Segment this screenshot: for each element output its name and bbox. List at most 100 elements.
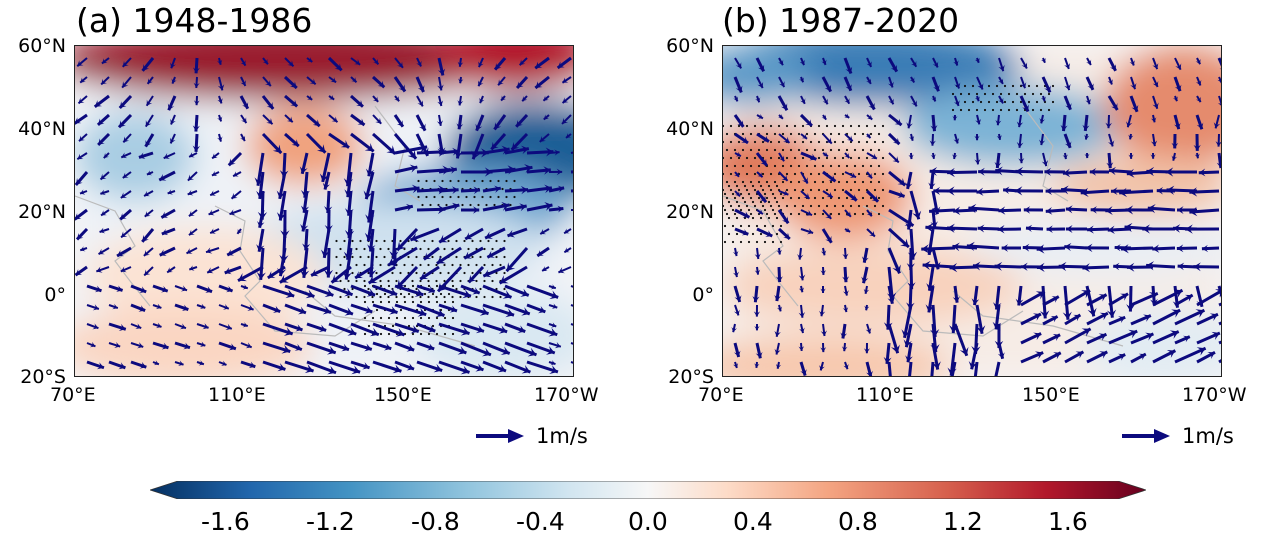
- wind-arrow-head: [925, 246, 935, 255]
- significance-dot: [475, 247, 478, 251]
- wind-arrow-head: [262, 58, 268, 65]
- significance-dot: [725, 148, 729, 152]
- wind-arrow-head: [564, 247, 570, 253]
- wind-arrow-shaft: [482, 284, 513, 299]
- significance-dot: [801, 188, 805, 192]
- significance-dot: [833, 140, 837, 144]
- wind-arrow-head: [392, 364, 402, 374]
- wind-arrow-head: [775, 363, 782, 369]
- wind-arrow-head: [932, 61, 939, 68]
- wind-vectors-b: [731, 57, 1221, 376]
- significance-dot: [483, 295, 486, 299]
- significance-dot: [427, 247, 430, 251]
- wind-arrow-head: [998, 97, 1004, 104]
- significance-dot: [833, 156, 837, 160]
- wind-arrow-head: [800, 98, 806, 104]
- wind-arrow-head: [519, 59, 526, 66]
- wind-arrow-head: [1120, 293, 1129, 301]
- significance-dot: [749, 164, 753, 168]
- wind-arrow-head: [256, 190, 266, 199]
- wind-arrow-head: [375, 117, 382, 124]
- significance-dot: [747, 192, 751, 196]
- wind-arrow-head: [903, 339, 912, 348]
- significance-dot: [497, 179, 500, 183]
- wind-arrow-head: [322, 182, 331, 190]
- significance-dot: [725, 132, 729, 136]
- wind-arrow-head: [407, 149, 417, 159]
- wind-arrow-head: [845, 66, 853, 74]
- wind-arrow-head: [998, 64, 1005, 72]
- wind-arrow-head: [994, 261, 1003, 271]
- significance-dot: [435, 279, 438, 283]
- significance-dot: [383, 292, 387, 296]
- wind-arrow-shaft: [1058, 264, 1088, 269]
- wind-arrow-head: [551, 303, 558, 309]
- wind-arrow-head: [1064, 83, 1071, 91]
- significance-dot: [487, 239, 490, 243]
- wind-arrow-head: [354, 59, 361, 65]
- wind-arrow-head: [996, 135, 1002, 140]
- wind-arrow-head: [324, 224, 333, 232]
- wind-arrow-head: [755, 351, 763, 359]
- significance-dot: [339, 279, 342, 283]
- wind-arrow-head: [953, 100, 960, 106]
- lat-label-b-0: 0°: [692, 284, 714, 306]
- significance-dot: [757, 180, 761, 184]
- wind-arrow-head: [188, 229, 195, 236]
- wind-arrow-head: [427, 343, 435, 351]
- wind-arrow-head: [894, 118, 902, 126]
- significance-dot: [793, 140, 797, 144]
- significance-dot: [351, 271, 354, 275]
- significance-dot: [773, 132, 777, 136]
- wind-arrow-head: [120, 266, 127, 273]
- wind-arrow-head: [994, 161, 1002, 169]
- wind-arrow-head: [388, 257, 398, 266]
- significance-dot: [441, 179, 444, 183]
- significance-dot: [723, 240, 727, 244]
- wind-arrow-head: [187, 174, 195, 181]
- significance-dot: [873, 124, 877, 128]
- significance-dot: [467, 263, 470, 267]
- significance-dot: [725, 180, 729, 184]
- wind-arrow-head: [516, 120, 523, 127]
- wind-arrow-head: [781, 174, 788, 181]
- significance-dot: [821, 148, 825, 152]
- significance-dot: [411, 279, 414, 283]
- wind-arrow-head: [369, 327, 379, 337]
- wind-arrow-head: [334, 63, 342, 71]
- wind-arrow-head: [1216, 162, 1221, 169]
- lat-label-b-40n: 40°N: [666, 118, 714, 140]
- significance-dot: [1051, 100, 1055, 104]
- significance-dot: [785, 124, 789, 128]
- wind-arrow-head: [189, 152, 195, 158]
- significance-dot: [395, 316, 399, 320]
- significance-dot: [869, 132, 873, 136]
- colorbar-tick: 1.2: [943, 507, 983, 536]
- wind-arrow-head: [891, 344, 900, 354]
- wind-arrow-head: [364, 343, 372, 352]
- significance-dot: [451, 247, 454, 251]
- wind-arrow-head: [122, 172, 129, 178]
- wind-arrow-head: [94, 285, 102, 293]
- wind-arrow-head: [765, 230, 773, 237]
- significance-dot: [995, 84, 999, 88]
- significance-dot: [793, 156, 797, 160]
- wind-arrow-head: [114, 341, 121, 348]
- significance-dot: [441, 195, 444, 199]
- wind-arrow-head: [959, 346, 969, 356]
- significance-dot: [375, 308, 379, 312]
- colorbar-tick: 0.8: [838, 507, 878, 536]
- wind-arrow-head: [460, 365, 470, 375]
- wind-arrow-head: [119, 101, 127, 109]
- wind-arrow-head: [564, 228, 570, 234]
- significance-dot: [825, 124, 829, 128]
- wind-arrow-head: [227, 249, 235, 256]
- wind-arrow-head: [494, 185, 501, 193]
- wind-arrow-head: [511, 142, 520, 150]
- significance-dot: [995, 100, 999, 104]
- wind-arrow-head: [871, 195, 879, 202]
- significance-dot: [991, 108, 995, 112]
- significance-dot: [411, 316, 415, 320]
- significance-dot: [755, 224, 759, 228]
- significance-dot: [419, 295, 422, 299]
